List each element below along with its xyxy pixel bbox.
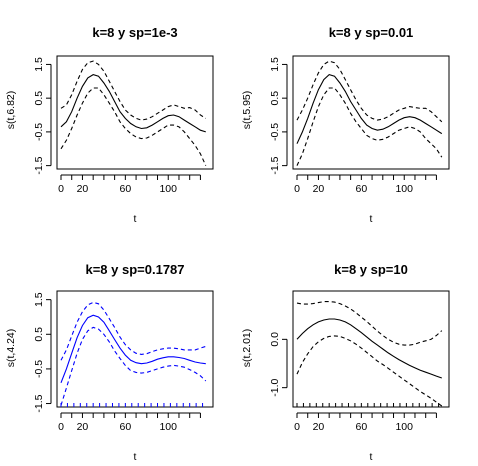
panel-sp-1e-3: k=8 y sp=1e-3 t s(t,6.82) 0 20 60 100 -1.5 -0… [5, 25, 214, 225]
plot-frame [292, 290, 450, 408]
x-tick-label: 60 [120, 421, 132, 433]
x-tick-label: 60 [120, 183, 132, 195]
plot-frame [292, 55, 450, 170]
x-tick-label: 0 [294, 421, 300, 433]
smooth-estimate-line [60, 74, 206, 133]
y-tick-label: 0.5 [33, 327, 45, 342]
x-tick-label: 20 [313, 183, 325, 195]
y-tick-label: -0.5 [33, 123, 45, 141]
y-tick-label: 0.5 [33, 91, 45, 106]
x-tick-label: 100 [159, 421, 177, 433]
x-tick-label: 20 [77, 421, 89, 433]
smooth-estimate-line [60, 314, 206, 383]
confidence-band-line [296, 60, 443, 123]
x-axis-title: t [134, 213, 137, 225]
y-tick-label: -1.5 [33, 156, 45, 174]
y-tick-label: 1.5 [33, 57, 45, 72]
x-axis-title: t [370, 213, 373, 225]
y-axis-title: s(t,4.24) [5, 329, 17, 368]
y-tick-label: 1.5 [33, 292, 45, 307]
panel-title: k=8 y sp=0.01 [329, 25, 414, 40]
confidence-band-line [60, 87, 207, 166]
x-tick-label: 0 [58, 183, 64, 195]
x-tick-label: 100 [159, 183, 177, 195]
y-axis-title: s(t,6.82) [5, 91, 17, 130]
plot-frame [56, 55, 214, 170]
y-tick-label: 1.5 [269, 57, 281, 72]
x-axis-title: t [370, 451, 373, 463]
y-tick-label: -1.0 [269, 378, 281, 396]
confidence-band-line [296, 301, 443, 346]
y-tick-label: -0.5 [33, 360, 45, 378]
y-axis-title: s(t,5.95) [241, 91, 253, 130]
x-tick-label: 0 [294, 183, 300, 195]
y-tick-label: -1.5 [33, 394, 45, 412]
y-tick-label: -1.5 [269, 156, 281, 174]
panel-title: k=8 y sp=10 [334, 262, 408, 277]
x-tick-label: 60 [356, 421, 368, 433]
x-tick-label: 60 [356, 183, 368, 195]
smooth-estimate-line [296, 73, 443, 144]
plot-frame [56, 290, 214, 408]
x-tick-label: 100 [395, 421, 413, 433]
smooth-estimate-line [296, 318, 442, 379]
x-tick-label: 20 [313, 421, 325, 433]
panel-sp-0-01: k=8 y sp=0.01 t s(t,5.95) 0 20 60 100 -1.5 -0… [241, 25, 450, 225]
confidence-band-line [296, 335, 443, 407]
x-axis-title: t [134, 451, 137, 463]
y-tick-label: 0.5 [269, 91, 281, 106]
y-tick-label: -0.5 [269, 123, 281, 141]
panel-title: k=8 y sp=0.1787 [85, 262, 184, 277]
x-tick-label: 100 [395, 183, 413, 195]
y-axis-title: s(t,2.01) [241, 329, 253, 368]
confidence-band-line [60, 301, 206, 361]
confidence-band-line [60, 60, 207, 121]
panel-title: k=8 y sp=1e-3 [92, 25, 177, 40]
panel-sp-10: k=8 y sp=10 t s(t,2.01) 0 20 60 100 -1.0 0.0 [241, 262, 450, 463]
confidence-band-line [296, 87, 443, 166]
y-tick-label: 0.0 [269, 332, 281, 347]
x-tick-label: 20 [77, 183, 89, 195]
x-tick-label: 0 [58, 421, 64, 433]
panel-sp-0-1787: k=8 y sp=0.1787 t s(t,4.24) 0 20 60 100 -1.5… [5, 262, 214, 463]
confidence-band-line [60, 326, 207, 406]
